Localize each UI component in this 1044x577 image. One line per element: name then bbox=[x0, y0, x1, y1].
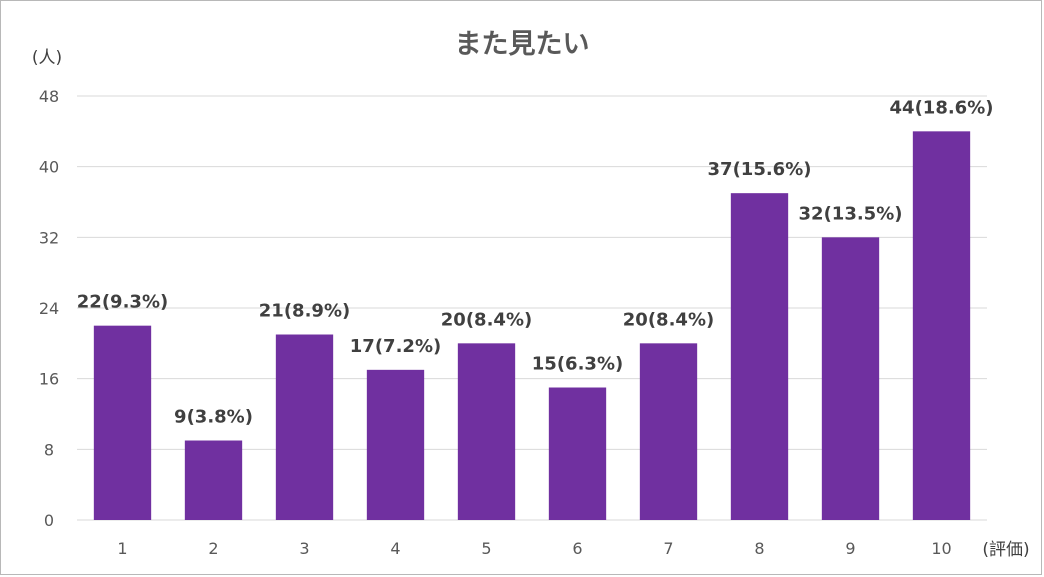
x-tick-label: 4 bbox=[390, 539, 400, 558]
data-label: 22(9.3%) bbox=[77, 292, 168, 313]
bar-4 bbox=[366, 369, 425, 520]
y-tick-label: 0 bbox=[44, 511, 54, 530]
bar-8 bbox=[730, 193, 789, 520]
bar-9 bbox=[821, 237, 880, 521]
data-label: 21(8.9%) bbox=[259, 301, 350, 322]
bar-5 bbox=[457, 343, 516, 520]
bar-7 bbox=[639, 343, 698, 520]
bar-3 bbox=[275, 334, 334, 520]
bar-6 bbox=[548, 387, 607, 520]
y-tick-label: 48 bbox=[39, 87, 59, 106]
data-label: 17(7.2%) bbox=[350, 336, 441, 357]
x-tick-label: 5 bbox=[481, 539, 491, 558]
y-tick-label: 40 bbox=[39, 158, 59, 177]
x-tick-labels: 1 2 3 4 5 6 7 8 9 10 bbox=[117, 539, 951, 558]
data-label: 9(3.8%) bbox=[174, 407, 253, 428]
bar-2 bbox=[184, 440, 243, 520]
x-tick-label: 10 bbox=[931, 539, 951, 558]
y-tick-label: 32 bbox=[39, 228, 59, 247]
x-axis-label: (評価) bbox=[982, 540, 1029, 560]
y-axis-label: (人) bbox=[32, 48, 62, 68]
y-tick-label: 24 bbox=[39, 299, 59, 318]
data-label: 32(13.5%) bbox=[799, 203, 903, 224]
x-tick-label: 2 bbox=[208, 539, 218, 558]
y-tick-labels: 0 8 16 24 32 40 48 bbox=[39, 87, 59, 530]
data-label: 44(18.6%) bbox=[890, 97, 994, 118]
x-tick-label: 8 bbox=[754, 539, 764, 558]
bar-10 bbox=[912, 131, 971, 521]
x-tick-label: 1 bbox=[117, 539, 127, 558]
y-tick-label: 8 bbox=[44, 440, 54, 459]
data-label: 37(15.6%) bbox=[708, 159, 812, 180]
x-tick-label: 6 bbox=[572, 539, 582, 558]
data-label: 15(6.3%) bbox=[532, 354, 623, 375]
bar-1 bbox=[93, 325, 152, 520]
data-label: 20(8.4%) bbox=[441, 309, 532, 330]
chart-title: また見たい bbox=[455, 29, 590, 60]
x-tick-label: 9 bbox=[845, 539, 855, 558]
data-labels: 22(9.3%)9(3.8%)21(8.9%)17(7.2%)20(8.4%)1… bbox=[77, 97, 994, 427]
y-tick-label: 16 bbox=[39, 370, 59, 389]
x-tick-label: 7 bbox=[663, 539, 673, 558]
x-tick-label: 3 bbox=[299, 539, 309, 558]
bars bbox=[93, 131, 971, 521]
data-label: 20(8.4%) bbox=[623, 309, 714, 330]
